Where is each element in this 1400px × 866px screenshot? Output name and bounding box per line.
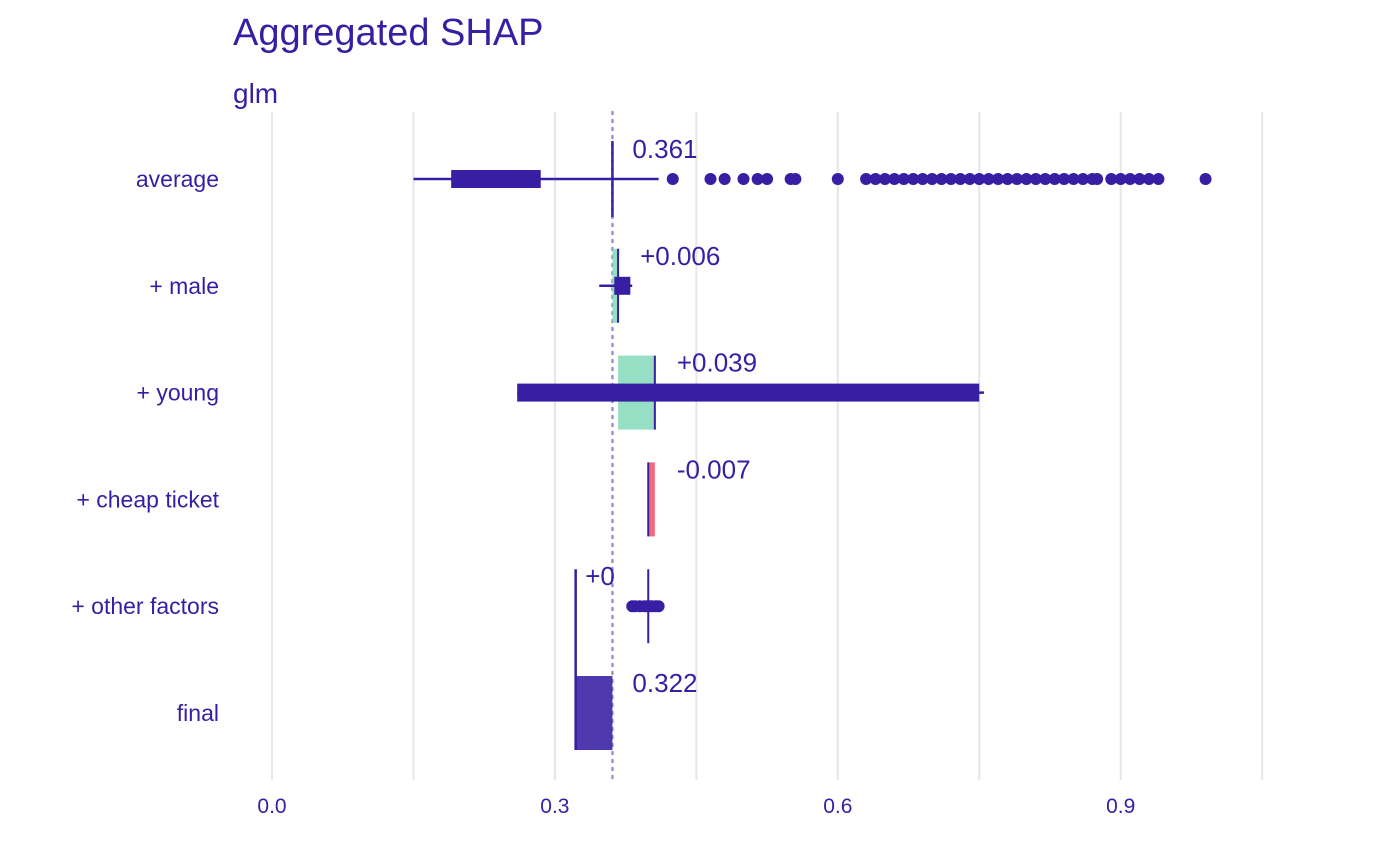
boxplot-box xyxy=(614,276,631,295)
boxplot-box xyxy=(517,383,980,402)
outlier-point xyxy=(751,173,764,185)
outlier-point xyxy=(916,173,929,185)
outlier-point xyxy=(1010,173,1023,185)
outlier-point xyxy=(869,173,882,185)
outlier-point xyxy=(992,173,1005,185)
outlier-point xyxy=(652,600,665,613)
outlier-point xyxy=(761,173,774,185)
outlier-point xyxy=(1029,173,1042,185)
outlier-point xyxy=(1105,173,1118,185)
outlier-point xyxy=(935,173,948,185)
outlier-point xyxy=(963,173,976,185)
row-label: final xyxy=(177,700,219,726)
row-label: + cheap ticket xyxy=(76,486,219,512)
outlier-point xyxy=(888,173,901,185)
chart-title: Aggregated SHAP xyxy=(233,12,544,54)
outlier-point xyxy=(1114,173,1127,185)
outlier-point xyxy=(1076,173,1089,185)
grid-layer xyxy=(271,112,1264,780)
outlier-point xyxy=(1199,173,1212,185)
outlier-point xyxy=(1091,173,1104,185)
x-tick-label: 0.6 xyxy=(823,795,852,818)
outlier-point xyxy=(1020,173,1033,185)
outlier-point xyxy=(860,173,873,185)
outlier-point xyxy=(973,173,986,185)
bars-layer xyxy=(574,141,656,750)
outlier-point xyxy=(1058,173,1071,185)
x-tick-label: 0.3 xyxy=(540,795,569,818)
outlier-point xyxy=(718,173,731,185)
outlier-point xyxy=(954,173,967,185)
x-tick-label: 0.9 xyxy=(1106,795,1135,818)
value-label: 0.361 xyxy=(632,134,697,164)
value-label: +0 xyxy=(585,561,615,591)
outlier-point xyxy=(1152,173,1165,185)
outlier-point xyxy=(878,173,891,185)
outlier-point xyxy=(737,173,750,185)
outlier-point xyxy=(982,173,995,185)
value-label: +0.006 xyxy=(640,241,720,271)
boxplot-box xyxy=(451,170,541,188)
outlier-point xyxy=(1124,173,1137,185)
outlier-point xyxy=(907,173,920,185)
outlier-point xyxy=(1039,173,1052,185)
outlier-point xyxy=(1142,173,1155,185)
row-label: + young xyxy=(137,380,220,406)
outlier-point xyxy=(897,173,910,185)
final-bar xyxy=(575,676,613,750)
x-tick-label: 0.0 xyxy=(257,795,286,818)
label-layer: 0.361 +0.006 +0.039 -0.007 +0 0.322 xyxy=(585,134,757,698)
row-label: average xyxy=(136,166,219,192)
outlier-point xyxy=(704,173,717,185)
outlier-point xyxy=(1133,173,1146,185)
row-label: + other factors xyxy=(71,593,219,619)
outlier-point xyxy=(1001,173,1014,185)
chart-subtitle: glm xyxy=(233,78,279,109)
outlier-point xyxy=(666,173,679,185)
axis-layer: 0.0 0.3 0.6 0.9 average + male + young + cheap … xyxy=(71,166,1135,818)
contribution-bar xyxy=(648,462,655,537)
value-label: +0.039 xyxy=(677,348,757,378)
outlier-point xyxy=(1048,173,1061,185)
boxplot-layer xyxy=(413,170,1212,613)
value-label: -0.007 xyxy=(677,454,751,484)
outlier-point xyxy=(1067,173,1080,185)
outlier-point xyxy=(944,173,957,185)
outlier-point xyxy=(926,173,939,185)
value-label: 0.322 xyxy=(632,668,697,698)
outlier-point xyxy=(831,173,844,185)
outlier-point xyxy=(789,173,802,185)
row-label: + male xyxy=(149,273,219,299)
